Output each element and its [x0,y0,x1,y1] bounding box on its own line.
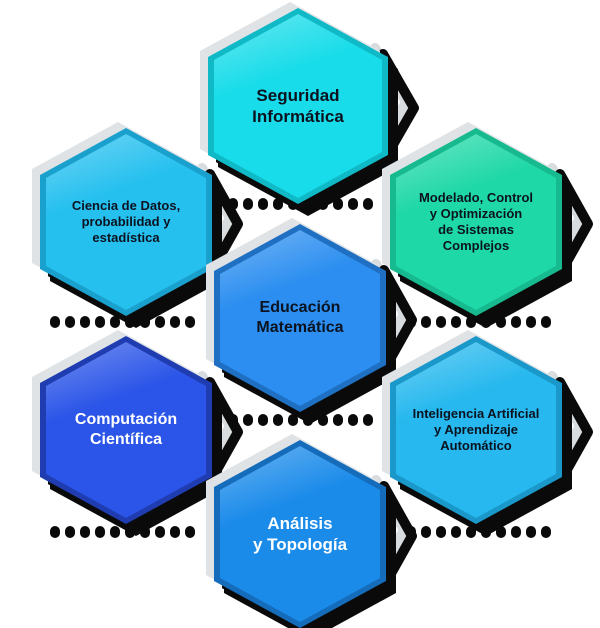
hex-modelado: Modelado, Control y Optimización de Sist… [390,128,562,316]
hex-analisis: Análisis y Topología [214,440,386,628]
hex-ia: Inteligencia Artificial y Aprendizaje Au… [390,336,562,524]
hex-seguridad: Seguridad Informática [208,8,388,204]
hex-ciencia-datos: Ciencia de Datos, probabilidad y estadís… [40,128,212,316]
hex-diagram: Seguridad InformáticaCiencia de Datos, p… [0,0,600,628]
hex-educacion: Educación Matemática [214,224,386,412]
hex-computacion: Computación Científica [40,336,212,524]
